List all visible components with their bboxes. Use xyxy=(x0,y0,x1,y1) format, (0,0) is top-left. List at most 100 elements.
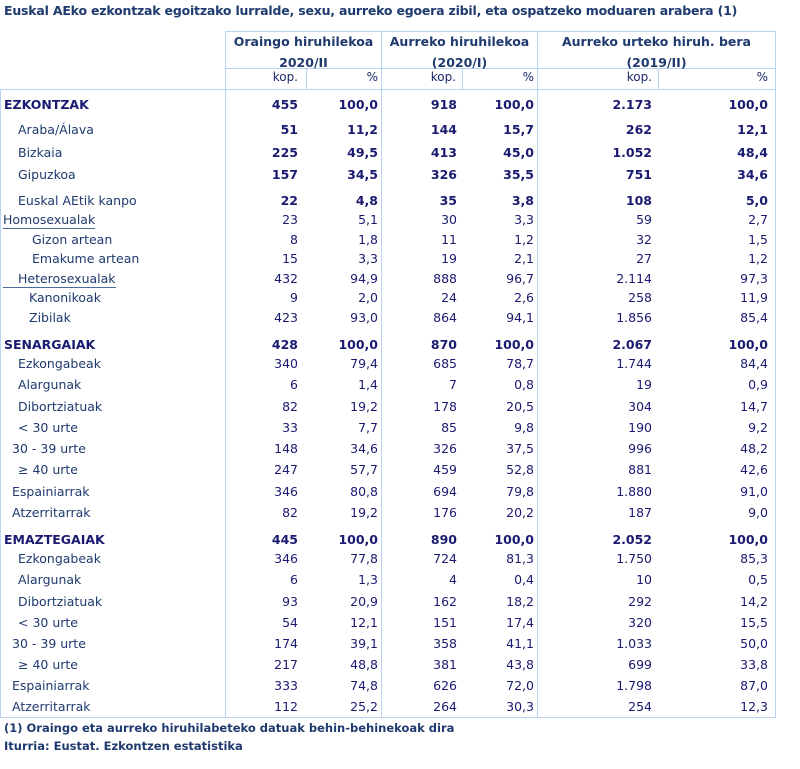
row-label: Alargunak xyxy=(18,572,82,587)
count-cell: 1.798 xyxy=(616,678,652,693)
count-cell: 432 xyxy=(274,271,298,286)
count-cell: 918 xyxy=(430,97,457,112)
percent-cell: 0,5 xyxy=(748,572,768,587)
percent-cell: 2,1 xyxy=(514,251,534,266)
subheader-percent: % xyxy=(522,70,534,84)
count-cell: 93 xyxy=(282,594,298,609)
table-row: Espainiarrak 333 74,8 626 72,0 1.798 87,0 xyxy=(0,678,780,698)
percent-cell: 19,2 xyxy=(350,505,378,520)
row-label: Espainiarrak xyxy=(12,484,90,499)
count-cell: 2.052 xyxy=(612,532,652,547)
percent-cell: 1,4 xyxy=(358,377,378,392)
count-cell: 22 xyxy=(280,193,298,208)
percent-cell: 1,2 xyxy=(748,251,768,266)
count-cell: 326 xyxy=(430,167,457,182)
count-cell: 340 xyxy=(274,356,298,371)
percent-cell: 43,8 xyxy=(506,657,534,672)
row-label: ≥ 40 urte xyxy=(18,462,78,477)
row-label: Alargunak xyxy=(18,377,82,392)
row-label: Atzerritarrak xyxy=(12,505,91,520)
percent-cell: 1,2 xyxy=(514,232,534,247)
row-label: Atzerritarrak xyxy=(12,699,91,714)
subheader-count: kop. xyxy=(626,70,652,84)
table-row: Alargunak 6 1,3 4 0,4 10 0,5 xyxy=(0,572,780,592)
count-cell: 85 xyxy=(441,420,457,435)
percent-cell: 19,2 xyxy=(350,399,378,414)
count-cell: 151 xyxy=(433,615,457,630)
count-cell: 626 xyxy=(433,678,457,693)
row-label: < 30 urte xyxy=(18,615,78,630)
row-label: Heterosexualak xyxy=(3,271,116,288)
table-row: Ezkongabeak 340 79,4 685 78,7 1.744 84,4 xyxy=(0,356,780,376)
grid-line xyxy=(225,31,776,32)
percent-cell: 14,7 xyxy=(740,399,768,414)
percent-cell: 7,7 xyxy=(358,420,378,435)
grid-line xyxy=(225,31,226,718)
count-cell: 32 xyxy=(636,232,652,247)
percent-cell: 20,9 xyxy=(350,594,378,609)
row-label: Espainiarrak xyxy=(12,678,90,693)
count-cell: 881 xyxy=(628,462,652,477)
table-row: Heterosexualak 432 94,9 888 96,7 2.114 97,3 xyxy=(0,271,780,291)
percent-cell: 1,8 xyxy=(358,232,378,247)
table-row: 30 - 39 urte 174 39,1 358 41,1 1.033 50,0 xyxy=(0,636,780,656)
percent-cell: 49,5 xyxy=(347,145,378,160)
grid-line xyxy=(0,89,776,90)
subheader-count: kop. xyxy=(430,70,456,84)
count-cell: 157 xyxy=(271,167,298,182)
table-row: EMAZTEGAIAK 445 100,0 890 100,0 2.052 100,0 xyxy=(0,532,780,552)
percent-cell: 3,8 xyxy=(511,193,534,208)
count-cell: 333 xyxy=(274,678,298,693)
percent-cell: 97,3 xyxy=(740,271,768,286)
count-cell: 27 xyxy=(636,251,652,266)
grid-line xyxy=(225,68,776,69)
count-cell: 225 xyxy=(271,145,298,160)
percent-cell: 9,2 xyxy=(748,420,768,435)
percent-cell: 3,3 xyxy=(358,251,378,266)
percent-cell: 4,8 xyxy=(355,193,378,208)
count-cell: 888 xyxy=(433,271,457,286)
column-header: Aurreko urteko hiruh. bera (2019/II) xyxy=(561,34,751,70)
percent-cell: 2,0 xyxy=(358,290,378,305)
percent-cell: 94,9 xyxy=(350,271,378,286)
count-cell: 24 xyxy=(441,290,457,305)
percent-cell: 57,7 xyxy=(350,462,378,477)
count-cell: 178 xyxy=(433,399,457,414)
table-row: EZKONTZAK 455 100,0 918 100,0 2.173 100,0 xyxy=(0,97,780,117)
table-row: Euskal AEtik kanpo 22 4,8 35 3,8 108 5,0 xyxy=(0,193,780,213)
table-row: Homosexualak 23 5,1 30 3,3 59 2,7 xyxy=(0,212,780,232)
grid-line xyxy=(658,68,659,89)
percent-cell: 72,0 xyxy=(506,678,534,693)
grid-line xyxy=(537,31,538,718)
percent-cell: 79,4 xyxy=(350,356,378,371)
count-cell: 10 xyxy=(636,572,652,587)
count-cell: 59 xyxy=(636,212,652,227)
percent-cell: 11,2 xyxy=(347,122,378,137)
count-cell: 455 xyxy=(271,97,298,112)
count-cell: 30 xyxy=(441,212,457,227)
count-cell: 23 xyxy=(282,212,298,227)
percent-cell: 1,5 xyxy=(748,232,768,247)
percent-cell: 0,8 xyxy=(514,377,534,392)
count-cell: 1.880 xyxy=(616,484,652,499)
table-row: ≥ 40 urte 217 48,8 381 43,8 699 33,8 xyxy=(0,657,780,677)
row-label: EMAZTEGAIAK xyxy=(4,532,105,547)
percent-cell: 85,3 xyxy=(740,551,768,566)
row-label: Araba/Álava xyxy=(18,122,94,137)
table-row: Alargunak 6 1,4 7 0,8 19 0,9 xyxy=(0,377,780,397)
percent-cell: 100,0 xyxy=(728,97,768,112)
count-cell: 699 xyxy=(628,657,652,672)
percent-cell: 2,7 xyxy=(748,212,768,227)
percent-cell: 48,2 xyxy=(740,441,768,456)
percent-cell: 9,0 xyxy=(748,505,768,520)
table-title: Euskal AEko ezkontzak egoitzako lurralde… xyxy=(4,3,738,18)
count-cell: 304 xyxy=(628,399,652,414)
percent-cell: 94,1 xyxy=(506,310,534,325)
count-cell: 148 xyxy=(274,441,298,456)
percent-cell: 11,9 xyxy=(740,290,768,305)
percent-cell: 85,4 xyxy=(740,310,768,325)
source-note: Iturria: Eustat. Ezkontzen estatistika xyxy=(4,739,243,753)
count-cell: 7 xyxy=(449,377,457,392)
count-cell: 996 xyxy=(628,441,652,456)
count-cell: 254 xyxy=(628,699,652,714)
